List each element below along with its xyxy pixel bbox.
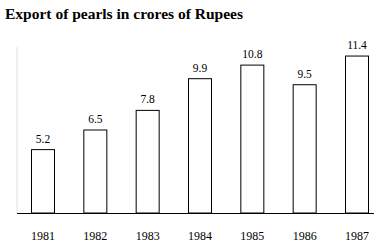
x-tick-label: 1986 (293, 229, 317, 243)
x-tick-label: 1987 (345, 229, 369, 243)
bars (32, 56, 369, 213)
data-label: 9.9 (193, 62, 208, 74)
bar (84, 130, 107, 213)
data-label: 9.5 (297, 68, 312, 80)
bar (136, 110, 159, 213)
bar (32, 150, 55, 213)
x-tick-label: 1984 (188, 229, 212, 243)
data-label: 7.8 (140, 93, 155, 105)
bar (293, 85, 316, 213)
x-tick-label: 1982 (83, 229, 107, 243)
x-tick-label: 1983 (136, 229, 160, 243)
bar (346, 56, 369, 213)
chart: Export of pearls in crores of Rupees 5.2 6… (0, 0, 376, 249)
data-label: 6.5 (88, 113, 103, 125)
title: Export of pearls in crores of Rupees (5, 5, 243, 22)
baseline (17, 213, 374, 214)
bar (189, 79, 212, 213)
data-label: 11.4 (347, 39, 367, 51)
data-label: 5.2 (36, 133, 51, 145)
data-label: 10.8 (242, 48, 262, 60)
x-tick-label: 1981 (31, 229, 55, 243)
x-tick-label: 1985 (240, 229, 264, 243)
y-axis-line (17, 47, 18, 213)
bar (241, 65, 264, 213)
